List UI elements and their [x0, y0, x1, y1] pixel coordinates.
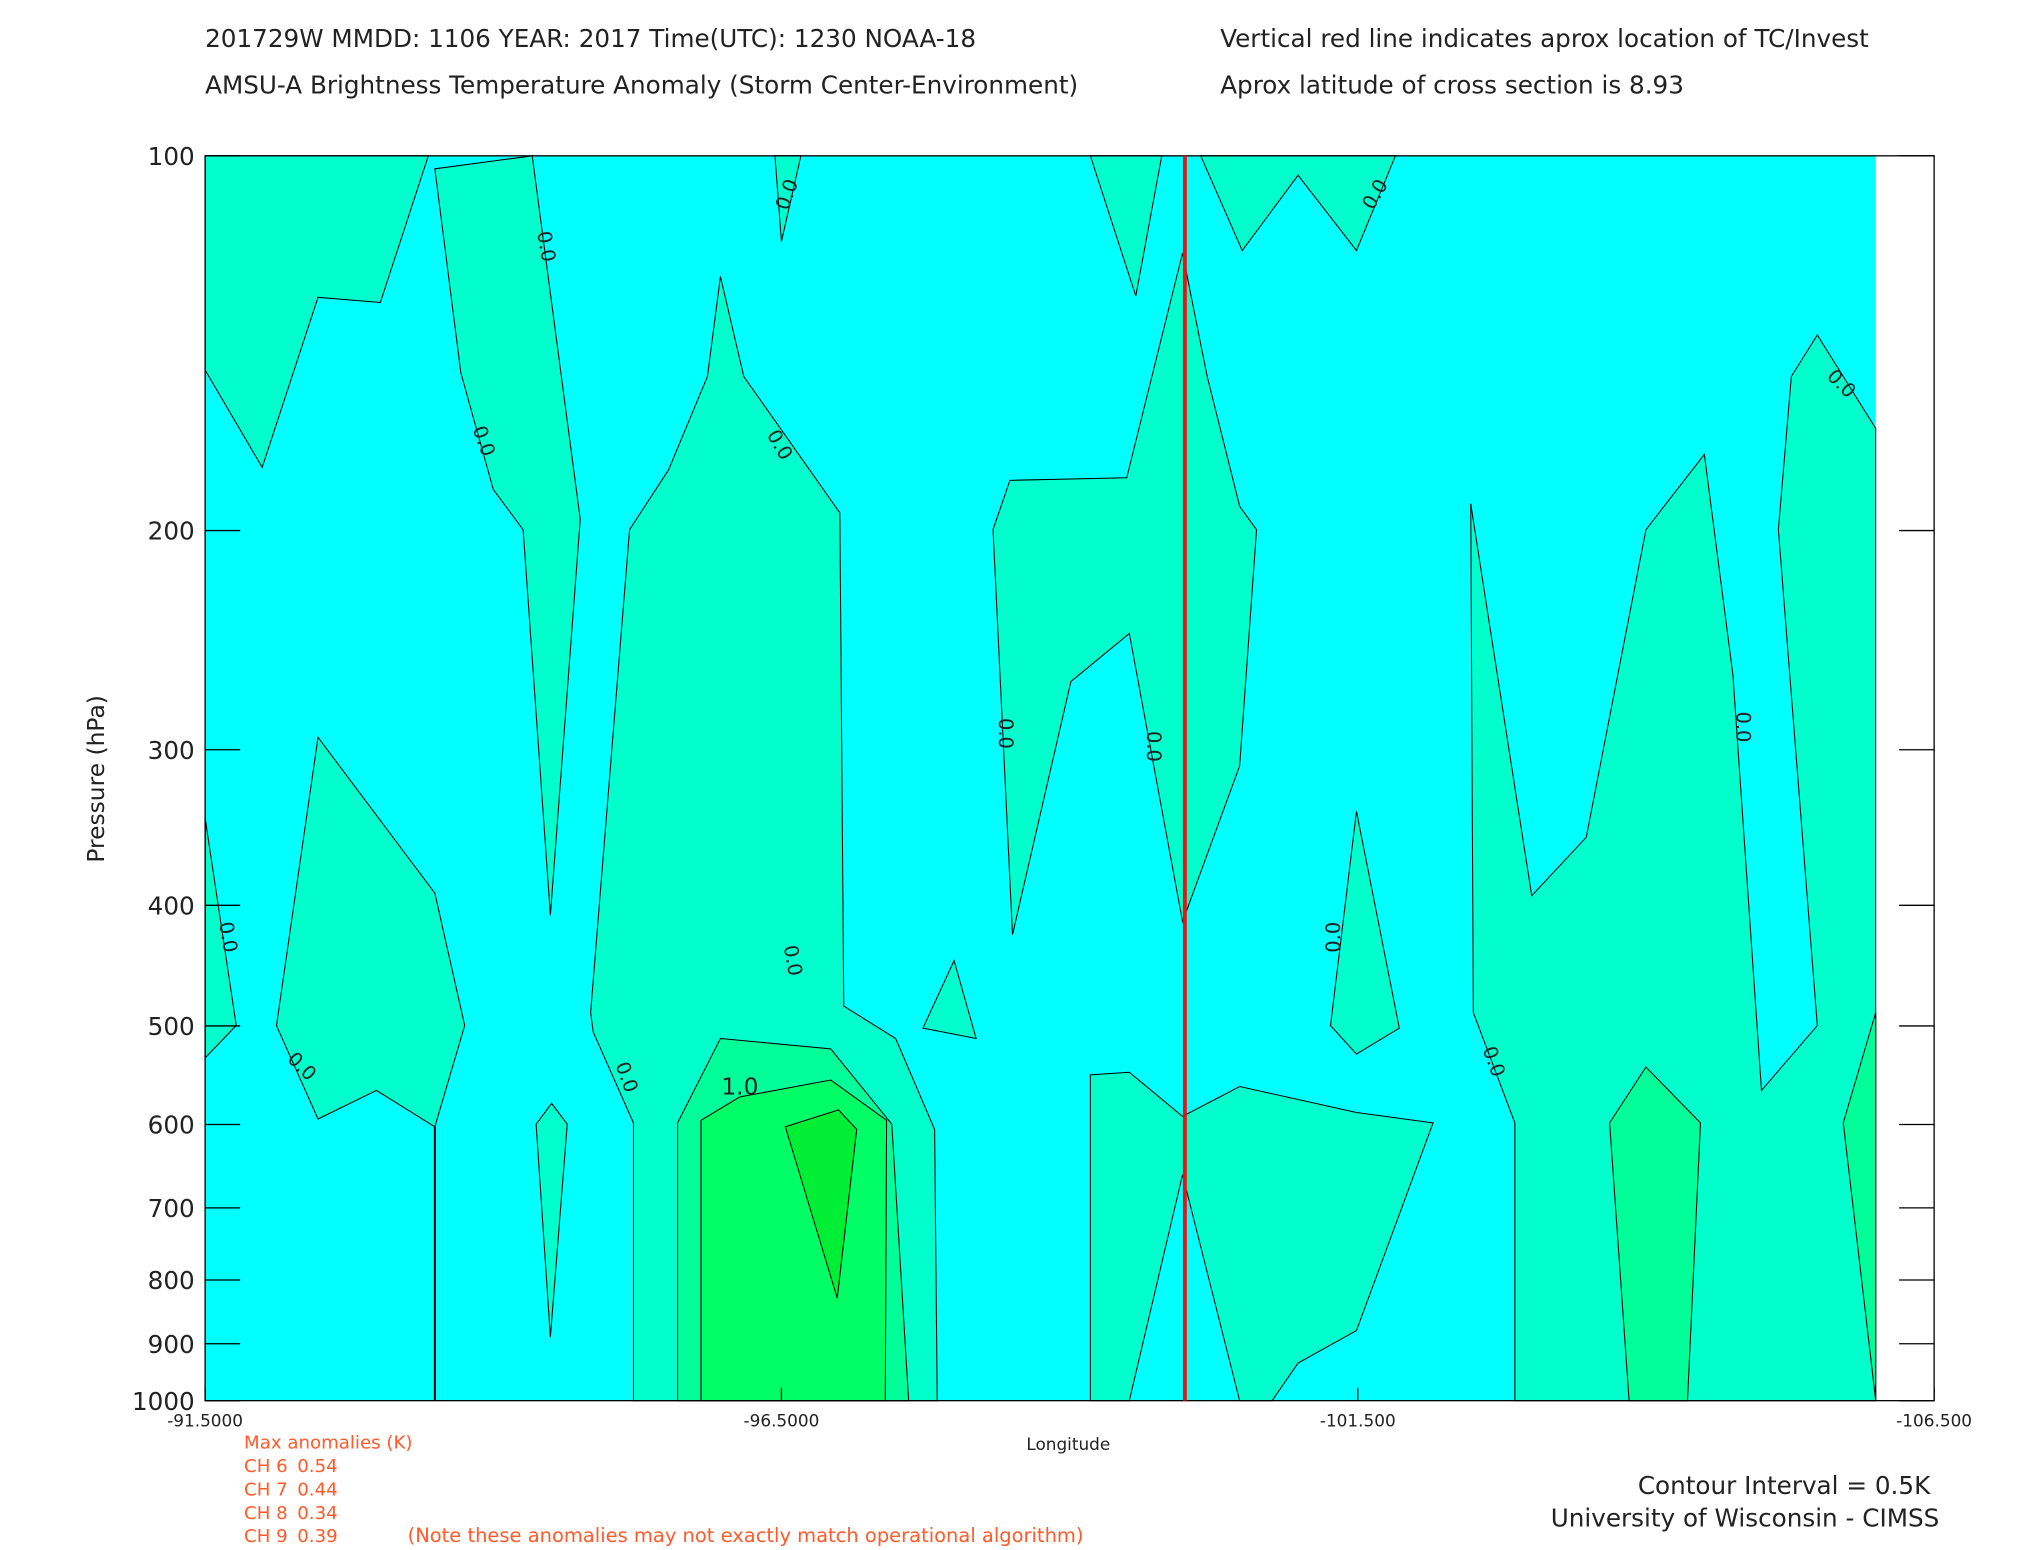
- contour-region: [1089, 1071, 1434, 1402]
- contour-label: 0.0: [1732, 711, 1755, 742]
- contour-region: [535, 1102, 568, 1338]
- channel-name: CH 9: [244, 1526, 288, 1547]
- contour-field: [204, 155, 1877, 1402]
- x-tick-label: -96.5000: [744, 1411, 820, 1431]
- x-axis-label: Longitude: [1026, 1434, 1110, 1454]
- x-tick-label: -101.500: [1320, 1411, 1396, 1431]
- contour-region: [275, 736, 466, 1128]
- contour-label: 0.0: [1142, 731, 1165, 762]
- y-tick-label: 500: [148, 1012, 195, 1041]
- note-line: Vertical red line indicates aprox locati…: [1220, 24, 1869, 53]
- y-tick-label: 200: [148, 517, 195, 546]
- channel-name: CH 7: [244, 1479, 288, 1500]
- contour-label: 0.0: [214, 920, 242, 954]
- contour-interval: Contour Interval = 0.5K: [1638, 1471, 1931, 1500]
- y-tick-label: 300: [148, 736, 195, 765]
- y-tick-label: 1000: [132, 1387, 195, 1416]
- channel-value: 0.39: [297, 1526, 337, 1547]
- anomalies-title: Max anomalies (K): [244, 1433, 412, 1454]
- y-tick-label: 600: [148, 1111, 195, 1140]
- plot-frame: [204, 155, 1935, 1402]
- contour-region: [922, 959, 977, 1040]
- contour-label: 0.0: [779, 943, 807, 977]
- title-line: AMSU-A Brightness Temperature Anomaly (S…: [205, 71, 1078, 100]
- contour-region: [434, 155, 581, 916]
- y-tick-label: 100: [148, 142, 195, 171]
- x-tick-label: -91.5000: [167, 1411, 243, 1431]
- contour-region: [1470, 333, 1877, 1402]
- channel-value: 0.34: [297, 1503, 337, 1524]
- anomalies-note: (Note these anomalies may not exactly ma…: [408, 1524, 1084, 1547]
- channel-value: 0.54: [297, 1456, 337, 1477]
- contour-region: [1329, 811, 1400, 1055]
- note-line: Aprox latitude of cross section is 8.93: [1220, 71, 1684, 100]
- contour-region: [1842, 1012, 1877, 1401]
- y-axis-label: Pressure (hPa): [82, 695, 110, 863]
- contour-label: 1.0: [721, 1072, 758, 1100]
- x-tick-label: -106.500: [1896, 1411, 1972, 1431]
- contour-label: 0.0: [1322, 922, 1345, 953]
- contour-label: 0.0: [532, 229, 560, 263]
- channel-name: CH 6: [244, 1456, 288, 1477]
- channel-name: CH 8: [244, 1503, 288, 1524]
- channel-value: 0.44: [297, 1479, 337, 1500]
- contour-label: 0.0: [994, 718, 1017, 749]
- credit: University of Wisconsin - CIMSS: [1551, 1504, 1940, 1533]
- y-tick-label: 800: [148, 1266, 195, 1295]
- contour-region: [784, 1109, 858, 1299]
- title-line: 201729W MMDD: 1106 YEAR: 2017 Time(UTC):…: [205, 24, 976, 53]
- contour-region: [992, 253, 1258, 935]
- y-tick-label: 900: [148, 1330, 195, 1359]
- y-tick-label: 400: [148, 891, 195, 920]
- y-tick-label: 700: [148, 1194, 195, 1223]
